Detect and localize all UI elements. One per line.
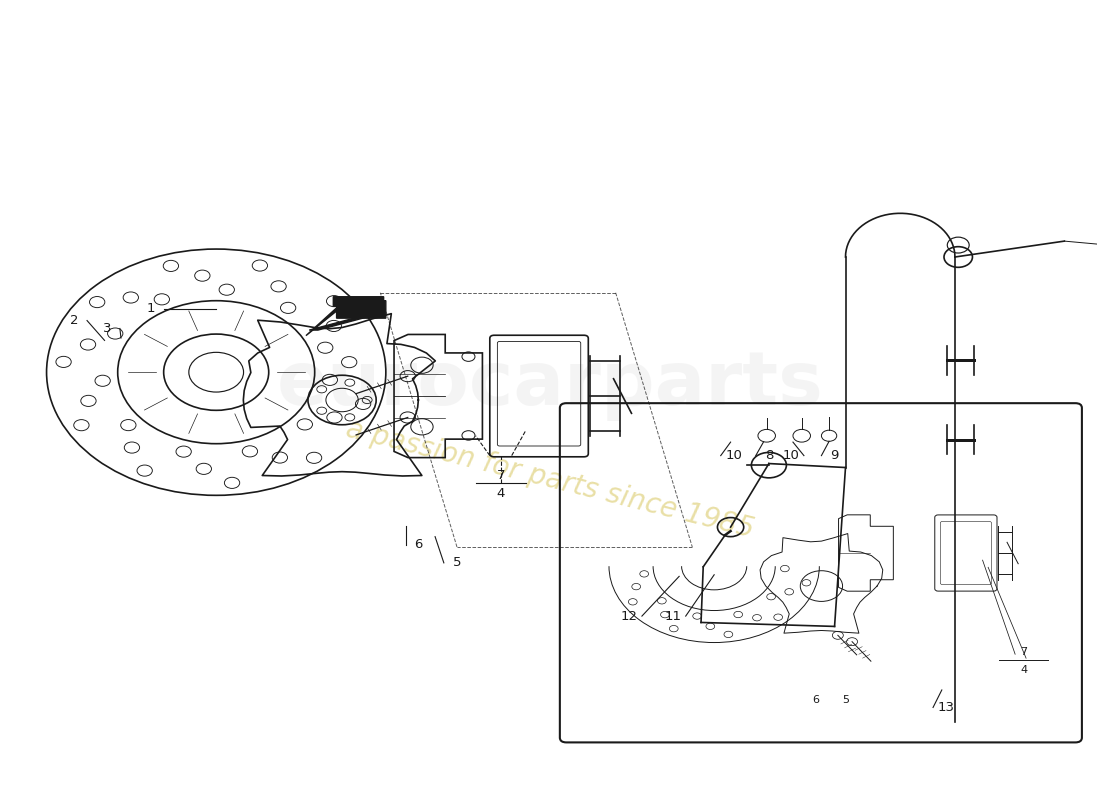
Text: 7: 7 (496, 469, 505, 482)
Text: 11: 11 (664, 610, 681, 622)
Text: 6: 6 (813, 694, 820, 705)
Text: eurocarparts: eurocarparts (276, 348, 824, 421)
Text: 9: 9 (830, 449, 838, 462)
Text: 6: 6 (415, 538, 422, 551)
Polygon shape (306, 301, 386, 336)
Text: 5: 5 (453, 556, 461, 570)
Text: 13: 13 (937, 701, 955, 714)
Text: 4: 4 (496, 487, 505, 500)
Text: 1: 1 (146, 302, 155, 315)
Text: 2: 2 (69, 314, 78, 327)
Text: a passion for parts since 1985: a passion for parts since 1985 (343, 415, 757, 544)
Text: 4: 4 (1021, 665, 1027, 675)
Text: 3: 3 (102, 322, 111, 335)
Polygon shape (309, 297, 384, 330)
Text: 5: 5 (842, 694, 849, 705)
Text: 7: 7 (1021, 647, 1027, 657)
Text: 10: 10 (782, 449, 800, 462)
Text: 10: 10 (725, 449, 742, 462)
Text: 12: 12 (620, 610, 637, 622)
Text: 8: 8 (764, 449, 773, 462)
